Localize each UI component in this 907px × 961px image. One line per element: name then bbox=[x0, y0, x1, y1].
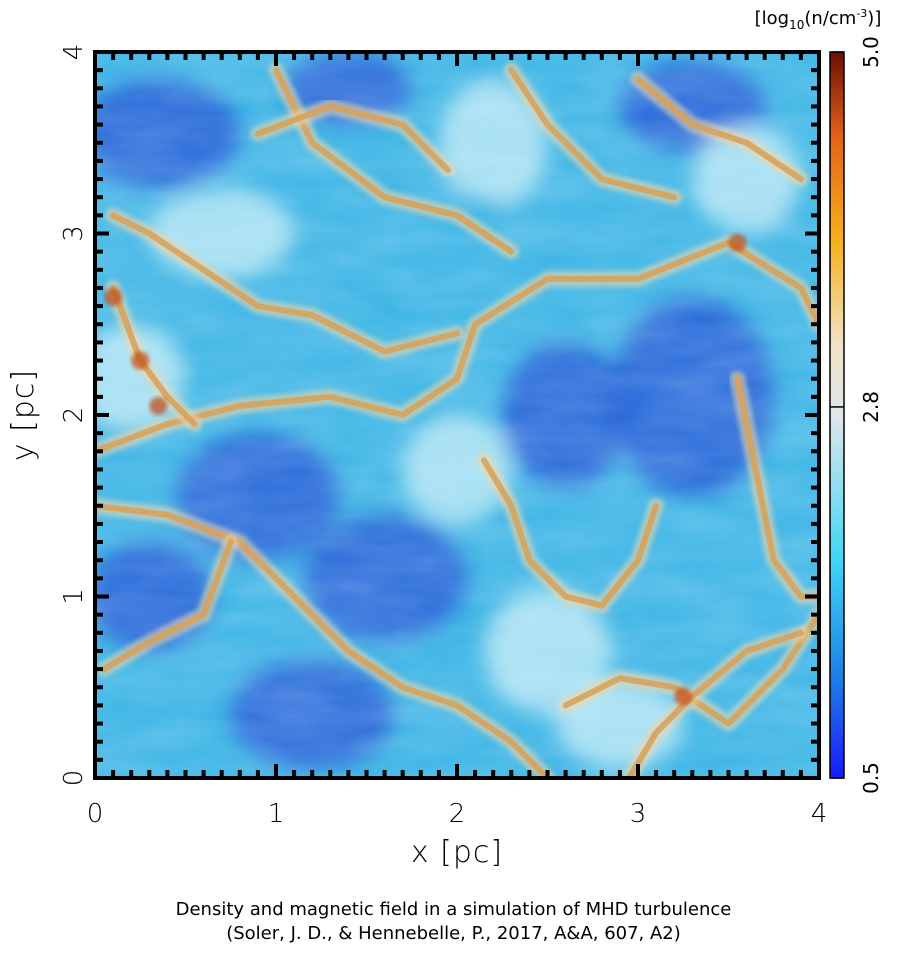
filament bbox=[254, 103, 451, 173]
dense-core bbox=[149, 396, 168, 415]
filament bbox=[626, 629, 804, 778]
filament bbox=[110, 284, 198, 428]
colorbar-unit-sub: 10 bbox=[789, 18, 804, 32]
y-tick-label: 2 bbox=[59, 407, 89, 424]
y-tick-label: 4 bbox=[59, 44, 89, 61]
colorbar: 0.5 2.8 5.0 [log10(n/cm-3)] bbox=[755, 7, 883, 794]
figure-caption-line-1: Density and magnetic field in a simulati… bbox=[175, 899, 732, 920]
figure-caption-line-2: (Soler, J. D., & Hennebelle, P., 2017, A… bbox=[226, 923, 681, 944]
filament bbox=[635, 76, 804, 183]
filament bbox=[508, 67, 678, 201]
y-tick-labels: 0 1 2 3 4 bbox=[59, 44, 89, 787]
dense-core bbox=[131, 351, 150, 370]
filament bbox=[101, 539, 234, 673]
y-tick-label: 3 bbox=[59, 225, 89, 242]
y-axis-label: y [pc] bbox=[6, 369, 41, 461]
frame-ticks bbox=[93, 50, 821, 780]
filament bbox=[110, 212, 460, 355]
x-tick-label: 0 bbox=[87, 799, 104, 829]
filament bbox=[562, 611, 819, 727]
filament bbox=[481, 457, 660, 609]
x-tick-labels: 0 1 2 3 4 bbox=[87, 799, 828, 829]
colorbar-unit-sup: -3 bbox=[856, 7, 867, 20]
y-tick-label: 1 bbox=[59, 588, 89, 605]
density-map bbox=[95, 52, 819, 778]
colorbar-ticks: 0.5 2.8 5.0 bbox=[830, 36, 883, 794]
y-tick-label: 0 bbox=[59, 770, 89, 787]
dense-core bbox=[674, 687, 693, 706]
dense-core bbox=[104, 288, 123, 307]
x-tick-label: 2 bbox=[449, 799, 466, 829]
colorbar-unit-label: [log10(n/cm-3)] bbox=[755, 7, 882, 32]
colorbar-unit-mid: (n/cm bbox=[804, 8, 856, 29]
dense-core bbox=[728, 233, 747, 252]
colorbar-unit-suffix: )] bbox=[867, 8, 881, 29]
x-axis-label: x [pc] bbox=[411, 835, 503, 870]
density-figure: 0 1 2 3 4 0 1 2 3 4 x [pc] y [pc] 0.5 2.8 5.0 [log… bbox=[6, 7, 883, 870]
x-tick-label: 4 bbox=[811, 799, 828, 829]
colorbar-tick-label: 5.0 bbox=[859, 36, 883, 68]
colorbar-unit-prefix: [log bbox=[755, 8, 789, 29]
colorbar-tick-label: 2.8 bbox=[859, 391, 883, 423]
x-tick-label: 3 bbox=[630, 799, 647, 829]
colorbar-tick-label: 0.5 bbox=[859, 762, 883, 794]
filament bbox=[95, 502, 551, 778]
x-tick-label: 1 bbox=[268, 799, 285, 829]
colorbar-gradient bbox=[830, 52, 844, 778]
